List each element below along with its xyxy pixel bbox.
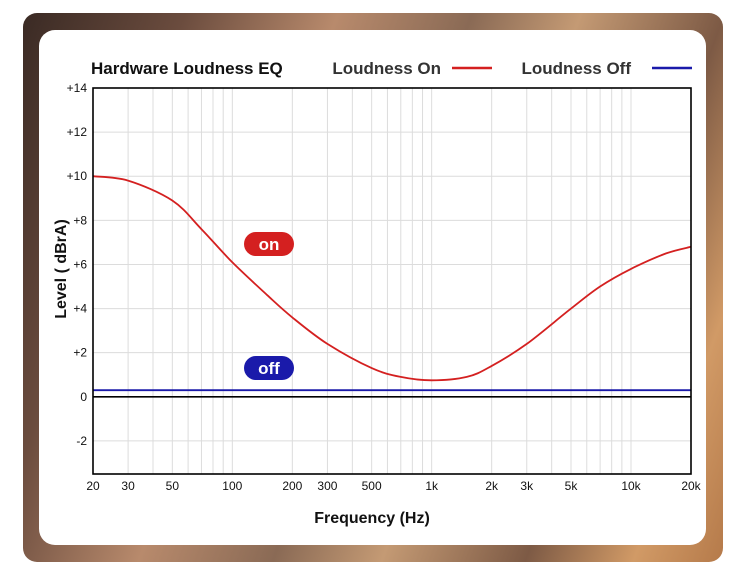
y-tick-label: +10 [67,169,88,183]
x-tick-label: 100 [222,479,242,493]
y-tick-label: +14 [67,81,88,95]
x-tick-label: 5k [565,479,579,493]
badge-off-pill [244,356,294,380]
y-tick-label: +12 [67,125,88,139]
series-line-loudness-on [92,175,692,382]
chart-title: Hardware Loudness EQ [91,59,283,78]
x-tick-label: 500 [362,479,382,493]
x-tick-label: 300 [317,479,337,493]
x-tick-label: 2k [485,479,499,493]
y-tick-label: +8 [73,213,87,227]
x-tick-label: 20k [681,479,701,493]
x-axis-ticks: 20 30 50 100 200 300 500 1k 2k 3k 5k 10k 20k [86,479,701,493]
x-tick-label: 10k [621,479,641,493]
y-tick-label: +6 [73,257,87,271]
y-tick-label: -2 [76,434,87,448]
plot-area-border [92,87,692,475]
chart-card [39,30,706,545]
badge-on-pill [244,232,294,256]
badge-off: off [244,356,294,380]
legend-item-loudness-off: Loudness Off [521,59,631,78]
y-tick-label: +4 [73,302,87,316]
grid-lines [93,88,691,474]
x-axis-label: Frequency (Hz) [314,510,430,527]
series-badges: on off [244,232,294,380]
badge-on-label: on [259,235,280,254]
legend-item-loudness-on: Loudness On [332,59,441,78]
x-tick-label: 30 [121,479,135,493]
y-tick-label: +2 [73,346,87,360]
y-axis-ticks: +14 +12 +10 +8 +6 +4 +2 0 -2 [67,81,88,448]
badge-off-label: off [258,359,280,378]
x-tick-label: 3k [520,479,534,493]
series-layer [92,175,692,392]
x-tick-label: 200 [282,479,302,493]
y-tick-label: 0 [80,390,87,404]
badge-on: on [244,232,294,256]
legend: Loudness On Loudness Off [332,59,692,78]
x-tick-label: 1k [425,479,439,493]
x-tick-label: 20 [86,479,100,493]
y-axis-label: Level ( dBrA) [53,219,70,319]
x-tick-label: 50 [166,479,180,493]
